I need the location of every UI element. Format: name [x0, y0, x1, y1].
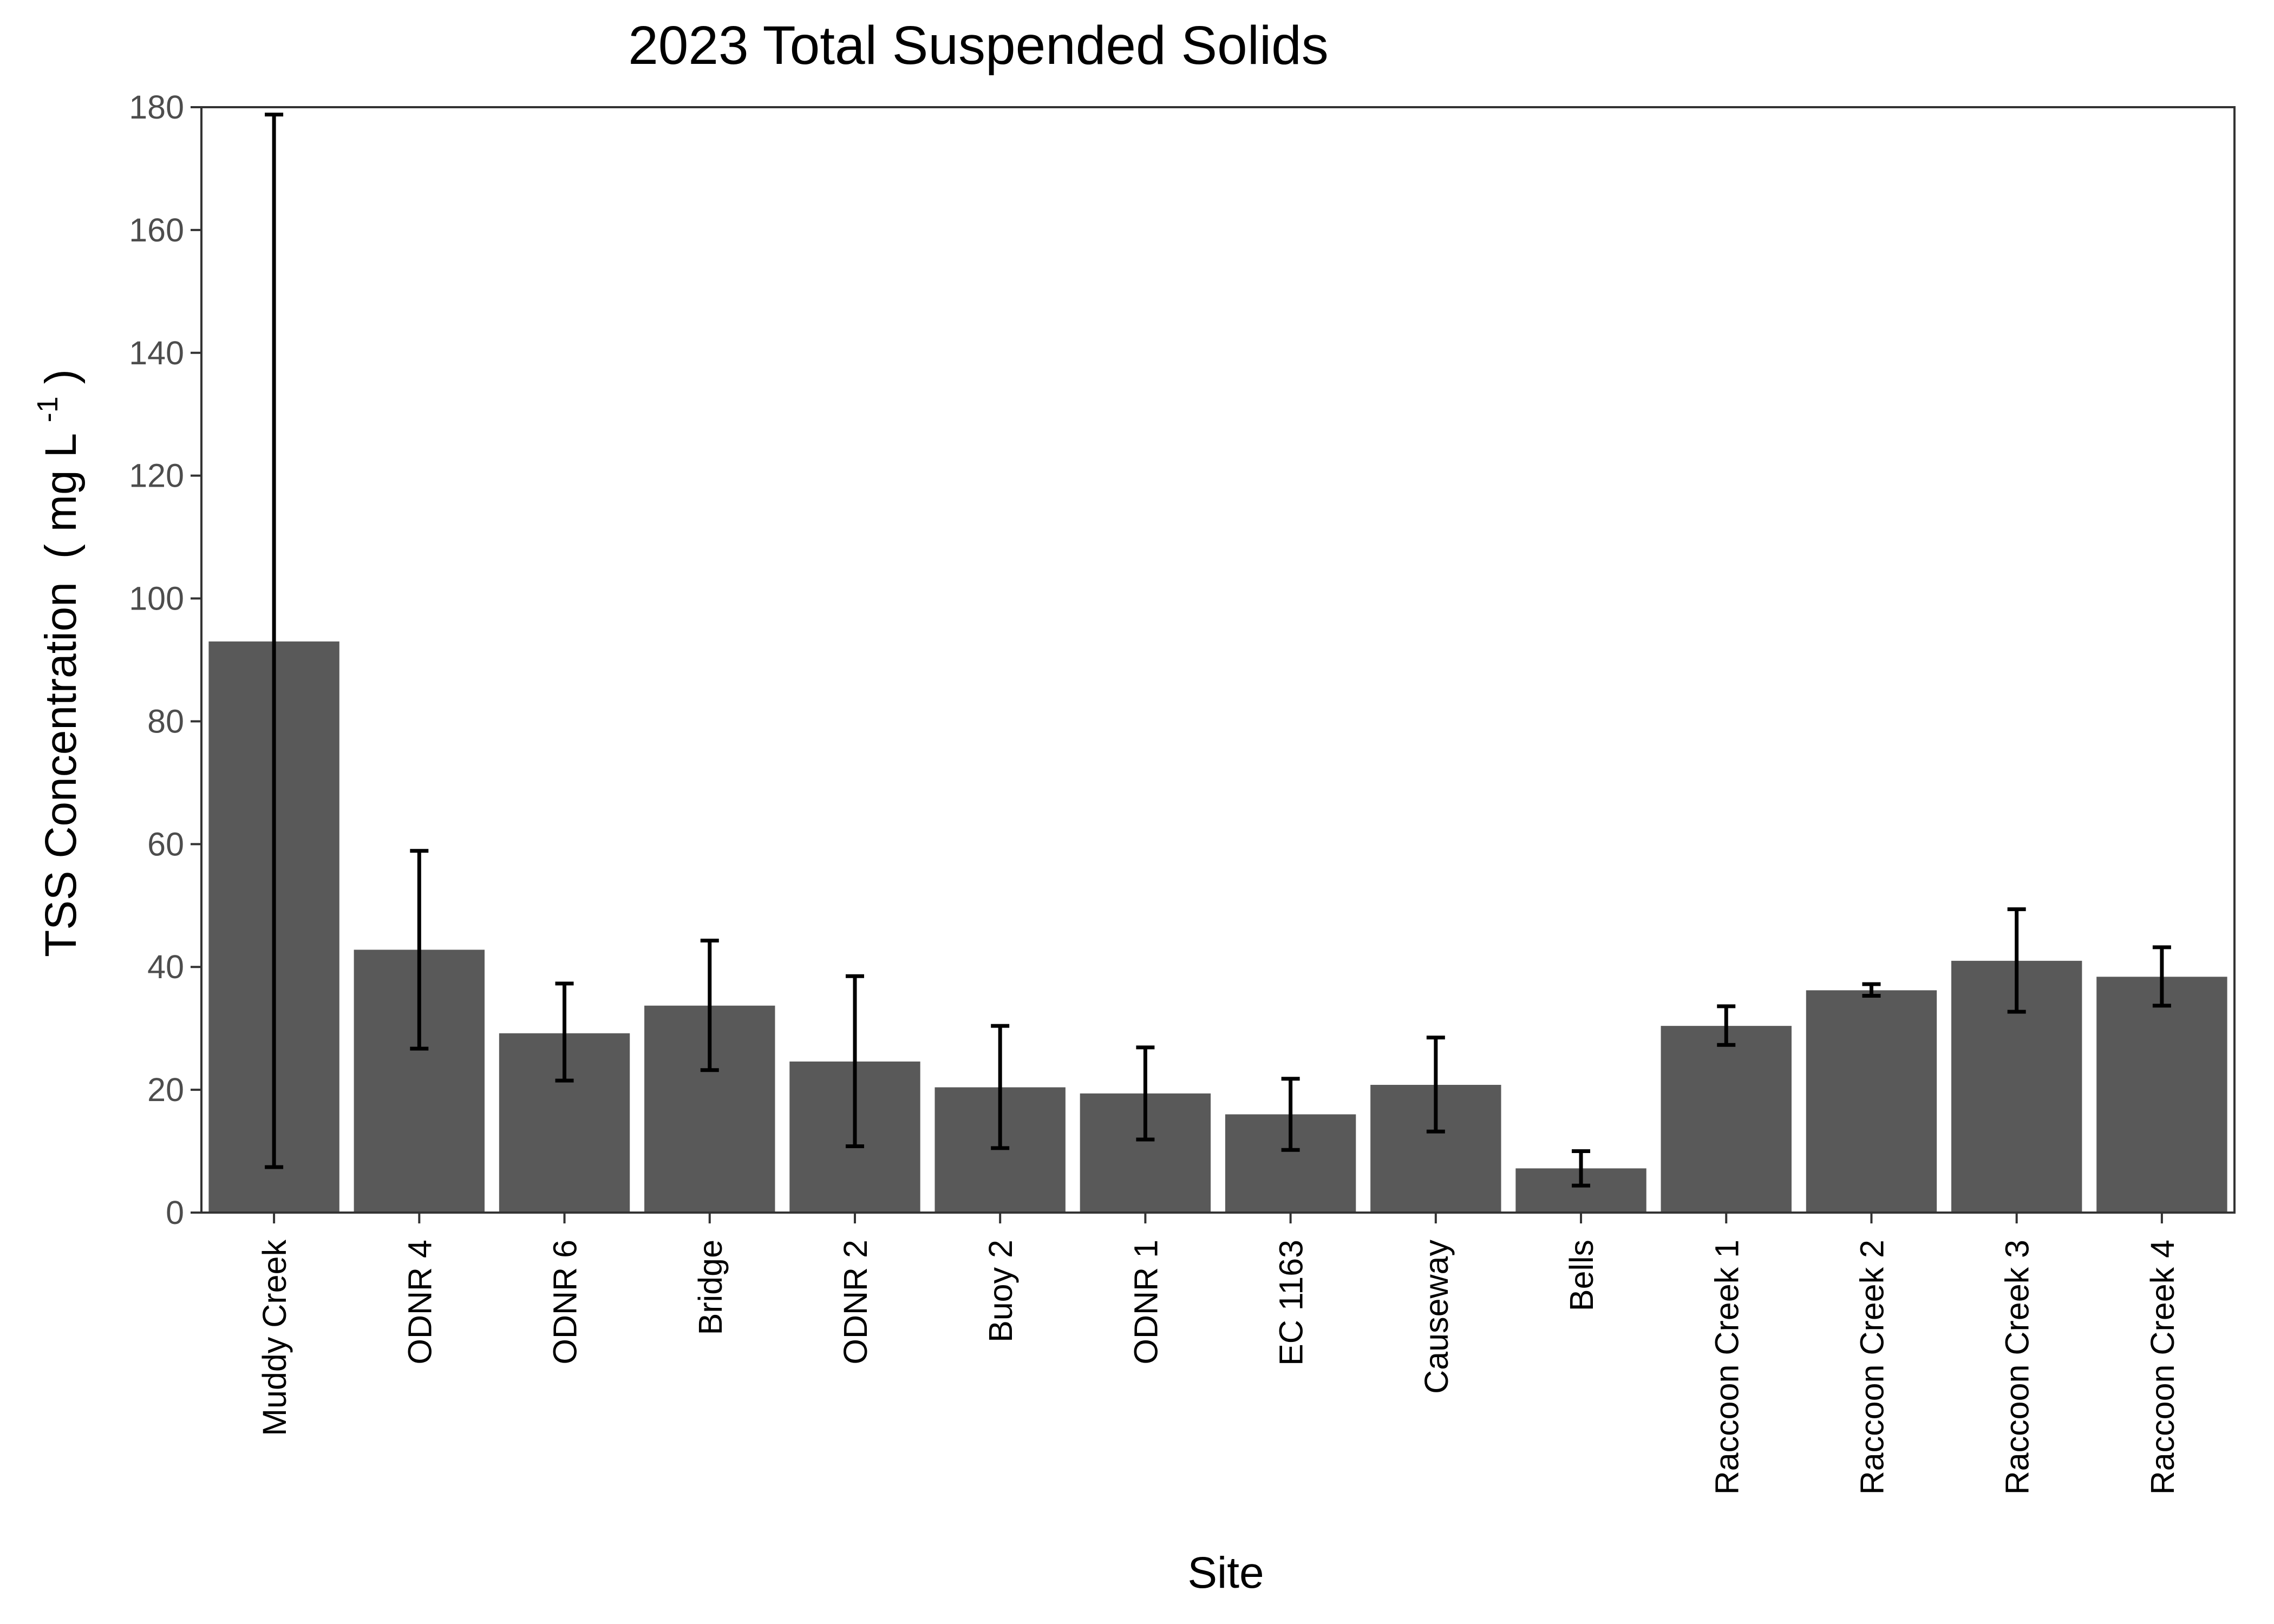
bar [1661, 1026, 1792, 1213]
y-axis-title-unit: mg L [36, 435, 86, 532]
error-bar [2007, 907, 2026, 1014]
y-tick-label: 120 [129, 457, 184, 494]
error-bars-layer [265, 113, 2171, 1188]
bar [1806, 990, 1937, 1213]
error-bar [845, 974, 864, 1148]
x-tick-label: EC 1163 [1273, 1240, 1310, 1366]
y-tick-label: 80 [147, 703, 184, 739]
error-bar [700, 938, 719, 1072]
y-axis-title-main: TSS Concentration [36, 582, 86, 957]
x-axis: Muddy Creek ODNR 4 ODNR 6 Bridge ODNR 2 Buoy … [256, 1213, 2181, 1495]
chart-title: 2023 Total Suspended Solids [628, 15, 1329, 76]
error-bar [1426, 1036, 1445, 1134]
y-tick-label: 160 [129, 212, 184, 248]
y-axis-title-exponent: -1 [31, 396, 64, 422]
x-tick-label: Causeway [1418, 1240, 1455, 1394]
error-bar [1281, 1077, 1300, 1152]
error-bar [1572, 1149, 1591, 1188]
error-bar [991, 1024, 1010, 1150]
x-tick-label: Bridge [692, 1240, 729, 1335]
x-tick-label: Raccoon Creek 1 [1708, 1240, 1745, 1495]
error-bar [555, 981, 574, 1083]
bar [2096, 977, 2227, 1213]
y-tick-label: 0 [166, 1194, 184, 1231]
error-bar [1717, 1004, 1736, 1047]
error-bar [265, 113, 284, 1169]
error-bar [2152, 945, 2171, 1008]
x-tick-label: Muddy Creek [256, 1240, 293, 1436]
x-tick-label: ODNR 6 [547, 1240, 584, 1364]
y-tick-label: 140 [129, 335, 184, 371]
x-tick-label: Buoy 2 [982, 1240, 1019, 1343]
y-tick-label: 40 [147, 948, 184, 985]
y-tick-label: 180 [129, 89, 184, 126]
error-bar [1862, 982, 1881, 998]
x-axis-title: Site [1187, 1548, 1264, 1597]
panel-border [200, 106, 2236, 1214]
y-axis-title-close-paren: ) [36, 369, 86, 384]
y-tick-label: 100 [129, 580, 184, 617]
y-axis-title: TSS Concentration ( mg L -1 ) [18, 369, 86, 957]
x-tick-label: ODNR 2 [837, 1240, 874, 1364]
x-tick-label: ODNR 4 [401, 1240, 438, 1364]
y-tick-label: 20 [147, 1071, 184, 1108]
error-bar [1136, 1045, 1155, 1142]
x-tick-label: Raccoon Creek 3 [1999, 1240, 2036, 1495]
bars-layer [208, 641, 2227, 1213]
error-bar [410, 849, 429, 1051]
y-tick-label: 60 [147, 826, 184, 862]
x-tick-label: ODNR 1 [1127, 1240, 1164, 1364]
x-tick-label: Raccoon Creek 4 [2144, 1240, 2181, 1495]
x-tick-label: Bells [1563, 1240, 1600, 1311]
y-axis-title-open-paren: ( [36, 544, 86, 559]
svg-text:TSS Concentration (: TSS Concentration ( mg L -1 ) [18, 369, 86, 957]
y-axis: 0 20 40 60 80 100 120 140 160 180 [129, 89, 201, 1231]
x-tick-label: Raccoon Creek 2 [1853, 1240, 1890, 1495]
